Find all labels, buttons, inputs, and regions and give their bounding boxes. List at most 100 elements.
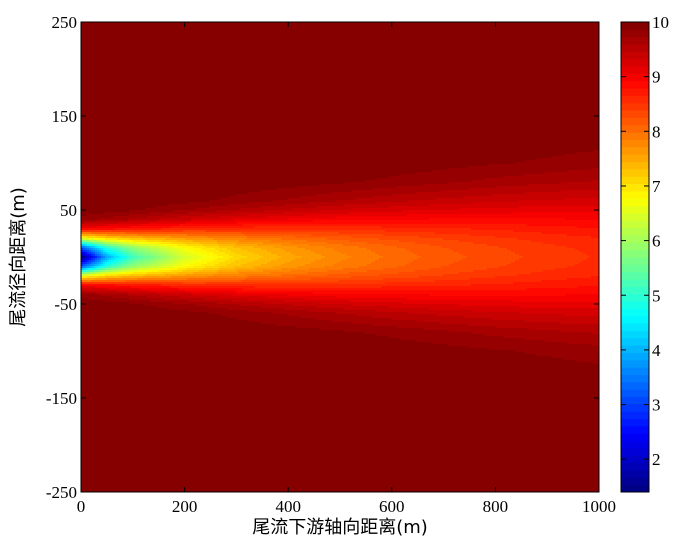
- heatmap-cell: [81, 70, 600, 73]
- heatmap-cell: [545, 340, 600, 343]
- heatmap-cell: [239, 240, 272, 243]
- heatmap-cell: [171, 250, 178, 253]
- heatmap-cell: [91, 264, 94, 267]
- heatmap-cell: [355, 198, 436, 201]
- heatmap-cell: [199, 242, 218, 245]
- heatmap-cell: [81, 36, 600, 39]
- heatmap-cell: [91, 258, 94, 261]
- heatmap-cell: [81, 314, 220, 317]
- heatmap-cell: [231, 212, 284, 215]
- heatmap-cell: [81, 264, 84, 267]
- colorbar-swatch: [621, 176, 649, 185]
- heatmap-cell: [159, 242, 172, 245]
- heatmap-cell: [441, 246, 500, 249]
- heatmap-cell: [287, 218, 430, 221]
- heatmap-cell: [409, 250, 454, 253]
- heatmap-cell: [81, 362, 594, 365]
- heatmap-cell: [87, 274, 94, 277]
- heatmap-cell: [103, 242, 106, 245]
- heatmap-cell: [499, 266, 568, 269]
- heatmap-cell: [81, 378, 600, 381]
- heatmap-cell: [195, 262, 208, 265]
- heatmap-cell: [81, 212, 106, 215]
- heatmap-cell: [93, 244, 96, 247]
- colorbar-swatch: [621, 367, 649, 375]
- heatmap-cell: [219, 246, 234, 249]
- heatmap-cell: [165, 214, 206, 217]
- heatmap-cell: [203, 244, 220, 247]
- heatmap-cell: [81, 162, 516, 165]
- heatmap-cell: [587, 254, 600, 257]
- heatmap-cell: [87, 250, 90, 253]
- heatmap-cell: [93, 242, 98, 245]
- heatmap-cell: [125, 280, 242, 283]
- heatmap-cell: [149, 254, 156, 257]
- heatmap-cell: [95, 256, 98, 259]
- heatmap-cell: [459, 252, 516, 255]
- heatmap-cell: [111, 254, 116, 257]
- heatmap-cell: [137, 260, 144, 263]
- heatmap-cell: [131, 286, 172, 289]
- heatmap-cell: [93, 252, 96, 255]
- heatmap-cell: [561, 182, 600, 185]
- heatmap-cell: [367, 264, 406, 267]
- heatmap-cell: [409, 312, 520, 315]
- heatmap-cell: [429, 244, 488, 247]
- heatmap-cell: [231, 250, 248, 253]
- heatmap-cell: [161, 240, 178, 243]
- heatmap-cell: [271, 240, 308, 243]
- heatmap-cell: [97, 268, 100, 271]
- heatmap-cell: [81, 424, 600, 427]
- heatmap-cell: [291, 242, 328, 245]
- heatmap-cell: [129, 242, 138, 245]
- heatmap-cell: [97, 286, 132, 289]
- heatmap-cell: [191, 256, 202, 259]
- heatmap-cell: [81, 296, 114, 299]
- heatmap-cell: [267, 216, 336, 219]
- heatmap-cell: [93, 258, 96, 261]
- heatmap-cell: [141, 246, 150, 249]
- heatmap-cell: [201, 260, 214, 263]
- heatmap-cell: [129, 298, 166, 301]
- heatmap-cell: [217, 210, 264, 213]
- colorbar-swatch: [621, 264, 649, 273]
- heatmap-cell: [207, 236, 248, 239]
- heatmap-cell: [103, 260, 106, 263]
- heatmap-cell: [83, 264, 86, 267]
- heatmap-cell: [413, 260, 460, 263]
- heatmap-cell: [223, 256, 234, 259]
- heatmap-cell: [87, 270, 92, 273]
- heatmap-cell: [587, 258, 600, 261]
- heatmap-cell: [145, 248, 152, 251]
- heatmap-cell: [273, 266, 298, 269]
- heatmap-cell: [115, 262, 118, 265]
- heatmap-cell: [93, 256, 96, 259]
- colorbar-swatch: [621, 403, 649, 412]
- heatmap-cell: [383, 256, 422, 259]
- colorbar-swatch: [621, 80, 649, 89]
- heatmap-cell: [107, 224, 142, 227]
- heatmap-cell: [91, 262, 94, 265]
- heatmap-cell: [117, 238, 130, 241]
- heatmap-cell: [81, 256, 84, 259]
- colorbar-swatch: [621, 455, 649, 464]
- heatmap-cell: [107, 254, 110, 257]
- colorbar-swatch: [621, 279, 649, 287]
- heatmap-cell: [191, 220, 236, 223]
- heatmap-cell: [81, 242, 86, 245]
- heatmap-cell: [155, 306, 210, 309]
- heatmap-cell: [107, 234, 138, 237]
- heatmap-cell: [81, 368, 600, 371]
- heatmap-cell: [503, 336, 600, 339]
- heatmap-cell: [117, 246, 122, 249]
- heatmap-cell: [81, 294, 100, 297]
- heatmap-cell: [593, 362, 600, 365]
- heatmap-cell: [229, 258, 242, 261]
- heatmap-cell: [81, 260, 84, 263]
- heatmap-cell: [367, 242, 416, 245]
- heatmap-cell: [525, 320, 600, 323]
- heatmap-cell: [81, 422, 600, 425]
- heatmap-cell: [393, 194, 492, 197]
- heatmap-cell: [397, 266, 442, 269]
- heatmap-cell: [257, 268, 282, 271]
